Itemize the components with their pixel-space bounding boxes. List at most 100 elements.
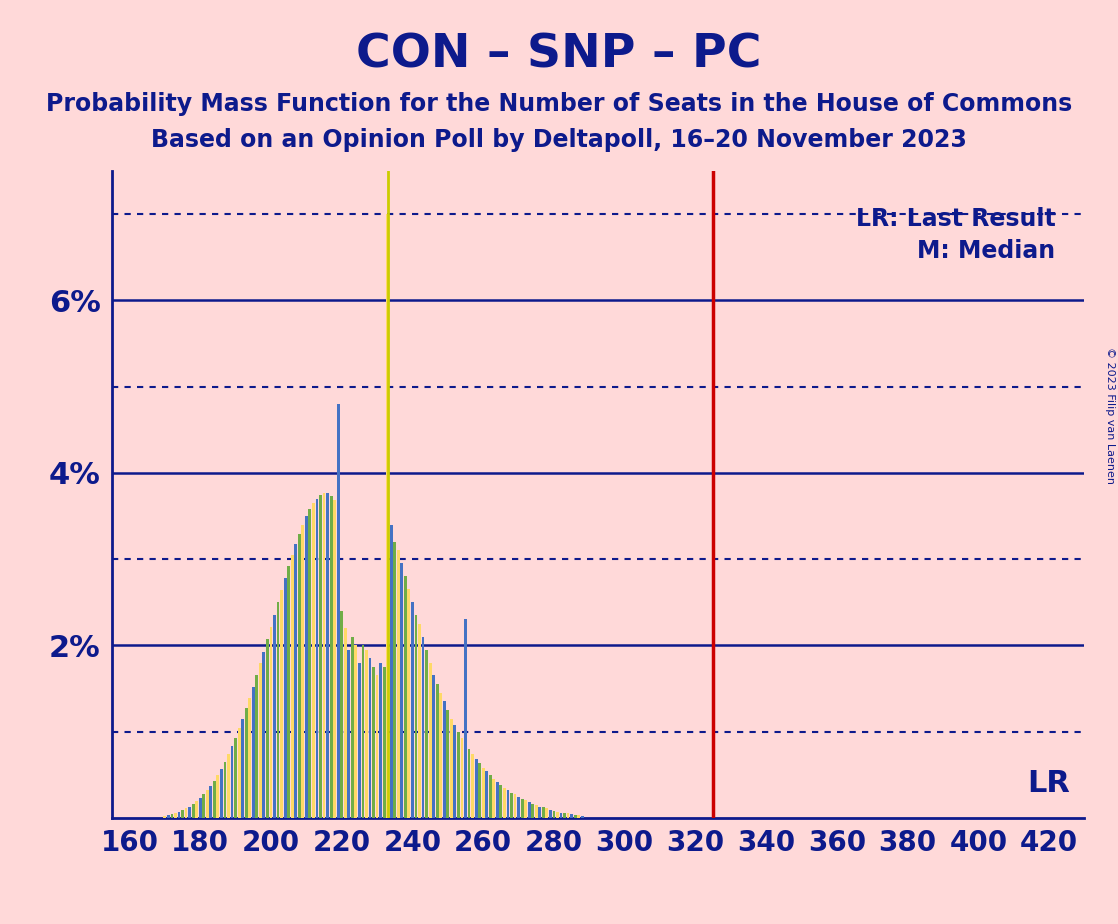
Bar [394, 541, 396, 818]
Bar [464, 619, 467, 818]
Bar [461, 738, 463, 818]
Bar [449, 719, 453, 818]
Bar [163, 816, 167, 818]
Bar [560, 812, 562, 818]
Text: M: Median: M: Median [917, 239, 1055, 262]
Bar [312, 503, 315, 818]
Bar [500, 785, 502, 818]
Bar [224, 761, 227, 818]
Bar [510, 793, 513, 818]
Bar [482, 768, 484, 818]
Bar [337, 404, 340, 818]
Bar [531, 804, 534, 818]
Bar [443, 701, 446, 818]
Bar [379, 663, 382, 818]
Bar [390, 525, 392, 818]
Text: Based on an Opinion Poll by Deltapoll, 16–20 November 2023: Based on an Opinion Poll by Deltapoll, 1… [151, 128, 967, 152]
Bar [574, 815, 577, 818]
Bar [178, 811, 180, 818]
Bar [421, 637, 425, 818]
Bar [433, 675, 435, 818]
Bar [358, 663, 361, 818]
Bar [340, 611, 343, 818]
Text: LR: LR [1027, 770, 1070, 798]
Bar [212, 781, 216, 818]
Text: © 2023 Filip van Laenen: © 2023 Filip van Laenen [1106, 347, 1115, 484]
Bar [202, 795, 206, 818]
Bar [273, 615, 276, 818]
Bar [266, 639, 268, 818]
Bar [567, 813, 569, 818]
Bar [524, 800, 527, 818]
Bar [361, 645, 364, 818]
Bar [196, 801, 198, 818]
Bar [245, 708, 247, 818]
Bar [297, 534, 301, 818]
Bar [376, 675, 379, 818]
Bar [281, 590, 283, 818]
Bar [344, 628, 347, 818]
Bar [302, 525, 304, 818]
Bar [467, 748, 471, 818]
Bar [220, 769, 222, 818]
Bar [382, 667, 386, 818]
Text: Probability Mass Function for the Number of Seats in the House of Commons: Probability Mass Function for the Number… [46, 92, 1072, 116]
Bar [556, 811, 559, 818]
Bar [521, 798, 523, 818]
Bar [188, 807, 191, 818]
Text: LR: Last Result: LR: Last Result [855, 207, 1055, 230]
Bar [238, 728, 240, 818]
Bar [485, 772, 489, 818]
Bar [407, 590, 410, 818]
Bar [217, 774, 219, 818]
Bar [369, 658, 371, 818]
Bar [428, 663, 432, 818]
Bar [546, 808, 548, 818]
Bar [549, 810, 552, 818]
Bar [479, 763, 481, 818]
Bar [305, 516, 307, 818]
Bar [454, 725, 456, 818]
Bar [241, 719, 244, 818]
Bar [518, 797, 520, 818]
Bar [248, 698, 252, 818]
Bar [496, 782, 499, 818]
Bar [492, 779, 495, 818]
Bar [199, 798, 201, 818]
Bar [400, 564, 404, 818]
Bar [181, 810, 184, 818]
Bar [259, 663, 262, 818]
Bar [206, 790, 209, 818]
Bar [351, 637, 353, 818]
Bar [209, 785, 212, 818]
Bar [333, 500, 337, 818]
Bar [354, 645, 358, 818]
Bar [263, 652, 265, 818]
Bar [542, 808, 544, 818]
Bar [234, 737, 237, 818]
Bar [348, 650, 350, 818]
Bar [174, 813, 177, 818]
Bar [552, 811, 556, 818]
Bar [252, 687, 255, 818]
Bar [372, 667, 375, 818]
Bar [323, 493, 325, 818]
Bar [506, 790, 510, 818]
Bar [534, 805, 538, 818]
Bar [425, 650, 428, 818]
Bar [287, 565, 290, 818]
Bar [404, 577, 407, 818]
Bar [503, 787, 505, 818]
Bar [457, 733, 459, 818]
Bar [319, 495, 322, 818]
Bar [315, 499, 319, 818]
Bar [230, 747, 234, 818]
Bar [446, 710, 449, 818]
Bar [513, 795, 517, 818]
Bar [439, 693, 442, 818]
Bar [309, 509, 311, 818]
Bar [539, 807, 541, 818]
Bar [326, 493, 329, 818]
Bar [489, 775, 492, 818]
Bar [291, 554, 294, 818]
